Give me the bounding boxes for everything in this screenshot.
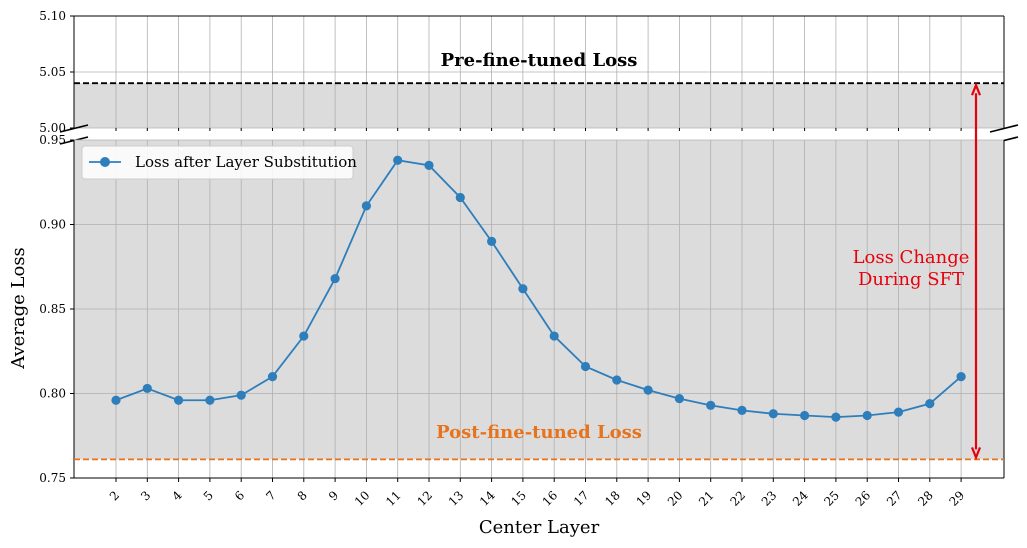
- x-tick-label: 23: [759, 488, 780, 509]
- lower-shaded-region: [74, 140, 1004, 460]
- series-line: [115, 159, 962, 419]
- data-point: [330, 273, 340, 284]
- lower-y-tick-label: 0.95: [39, 133, 66, 147]
- data-point: [393, 155, 403, 165]
- x-tick-label: 29: [947, 488, 968, 509]
- x-tick-label: 8: [295, 488, 310, 503]
- x-tick-label: 26: [853, 488, 874, 509]
- data-point: [267, 372, 278, 382]
- loss-change-annotation-line2: During SFT: [858, 269, 964, 290]
- data-point: [487, 236, 497, 246]
- x-axis-label: Center Layer: [479, 517, 600, 538]
- x-tick-label: 28: [915, 488, 936, 509]
- x-tick-label: 3: [138, 488, 153, 503]
- x-tick-label: 10: [352, 488, 373, 509]
- data-point: [893, 407, 904, 417]
- x-tick-label: 16: [540, 488, 561, 509]
- data-point: [361, 201, 371, 211]
- pre-fine-tuned-loss-label: Pre-fine-tuned Loss: [441, 50, 638, 71]
- legend-marker-swatch: [100, 157, 110, 167]
- x-tick-label: 4: [169, 488, 185, 504]
- upper-shaded-region: [74, 83, 1004, 128]
- data-point: [862, 410, 872, 421]
- post-fine-tuned-loss-label: Post-fine-tuned Loss: [436, 422, 642, 443]
- axis-break-mark: [989, 124, 1019, 133]
- data-point: [674, 393, 685, 404]
- data-point: [299, 331, 309, 341]
- upper-y-tick-label: 5.10: [39, 9, 66, 23]
- x-tick-label: 25: [821, 488, 842, 509]
- upper-y-tick-label: 5.00: [39, 121, 66, 135]
- lower-y-tick-label: 0.80: [39, 387, 66, 401]
- x-tick-label: 27: [884, 488, 905, 509]
- data-point: [956, 372, 966, 382]
- legend-box: [81, 145, 354, 180]
- data-point: [455, 192, 465, 203]
- lower-y-tick-label: 0.85: [39, 302, 66, 316]
- x-tick-label: 9: [326, 488, 341, 503]
- x-tick-label: 14: [477, 488, 498, 509]
- data-point: [549, 331, 559, 341]
- y-axis-label: Average Loss: [8, 247, 29, 370]
- data-point: [111, 395, 121, 405]
- data-point: [174, 395, 184, 405]
- x-tick-label: 21: [696, 488, 717, 509]
- data-point: [612, 375, 622, 385]
- x-tick-label: 20: [665, 488, 686, 509]
- loss-change-arrow: [970, 82, 982, 461]
- data-point: [737, 405, 747, 415]
- x-tick-label: 13: [446, 488, 467, 509]
- data-point: [518, 284, 528, 294]
- x-tick-label: 24: [790, 488, 811, 509]
- data-point: [800, 410, 810, 421]
- upper-y-tick-label: 5.05: [39, 65, 66, 79]
- x-tick-label: 7: [263, 488, 278, 503]
- x-tick-label: 6: [232, 488, 247, 503]
- x-tick-label: 17: [571, 488, 592, 509]
- data-point: [643, 385, 653, 395]
- lower-y-tick-label: 0.90: [39, 218, 66, 232]
- legend-label: Loss after Layer Substitution: [135, 153, 357, 171]
- x-tick-label: 12: [414, 488, 435, 509]
- loss-change-arrow-head-top: [970, 82, 982, 96]
- loss-change-arrow-head-bottom: [970, 447, 982, 461]
- lower-y-tick-label: 0.75: [39, 471, 66, 485]
- x-tick-label: 18: [602, 488, 623, 509]
- loss-change-annotation-line1: Loss Change: [853, 247, 970, 268]
- data-point: [142, 383, 152, 394]
- data-point: [768, 409, 778, 419]
- x-tick-label: 22: [727, 488, 748, 509]
- data-point: [580, 361, 591, 372]
- legend: Loss after Layer Substitution: [81, 145, 357, 180]
- data-point: [925, 399, 935, 409]
- data-point: [205, 395, 215, 405]
- lower-panel: 0.75 0.80 0.85 0.90 0.95: [39, 133, 1005, 485]
- x-tick-label: 11: [383, 488, 404, 509]
- data-point: [706, 400, 716, 410]
- upper-panel: 5.00 5.05 5.10: [39, 9, 1019, 145]
- x-tick-label: 5: [201, 488, 216, 503]
- x-tick-label: 19: [634, 488, 655, 509]
- data-point: [831, 412, 841, 422]
- data-point: [424, 160, 434, 170]
- x-tick-label: 2: [107, 488, 122, 503]
- x-tick-label: 15: [508, 488, 529, 509]
- axis-break-mark: [59, 124, 89, 133]
- data-point: [236, 390, 246, 400]
